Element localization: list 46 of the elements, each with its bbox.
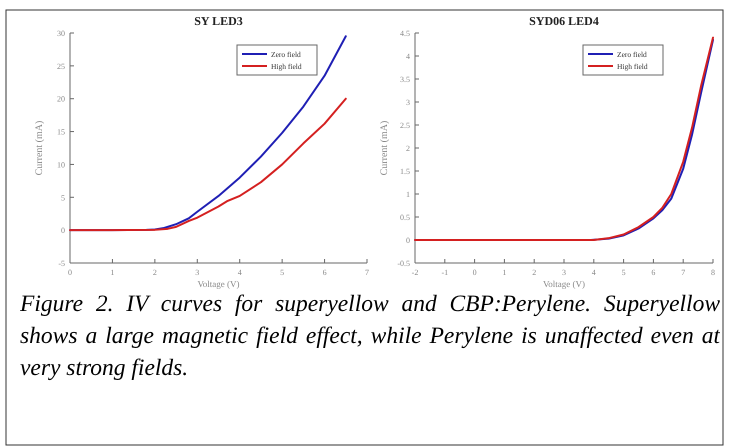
x-tick-label: 5 bbox=[280, 268, 284, 277]
x-axis-title: Voltage (V) bbox=[197, 279, 240, 289]
y-tick-label: 25 bbox=[57, 62, 65, 71]
chart-title: SYD06 LED4 bbox=[529, 14, 599, 28]
y-tick-label: 3 bbox=[406, 98, 410, 107]
y-tick-label: 10 bbox=[57, 160, 65, 170]
x-tick-label: 3 bbox=[195, 268, 200, 277]
y-tick-label: 0 bbox=[61, 226, 65, 236]
y-tick-label: 5 bbox=[61, 193, 65, 202]
x-tick-label: -1 bbox=[441, 268, 448, 277]
x-tick-label: 6 bbox=[322, 268, 327, 277]
x-tick-label: 4 bbox=[238, 268, 242, 277]
y-tick-label: 2.5 bbox=[400, 121, 410, 130]
y-tick-label: 1.5 bbox=[400, 167, 410, 176]
caption: Figure 2. IV curves for superyellow and CBP:Perylene. Superyellow shows a large magnetic field effect, while Perylene is unaffected even at very strong fields. bbox=[20, 290, 720, 383]
x-tick-label: 3 bbox=[562, 268, 566, 277]
y-tick-label: 0 bbox=[406, 236, 410, 245]
y-tick-label: -5 bbox=[58, 259, 65, 268]
x-tick-label: 7 bbox=[681, 268, 686, 277]
x-tick-label: 1 bbox=[110, 268, 114, 277]
y-tick-label: 4 bbox=[406, 52, 410, 61]
x-tick-label: 7 bbox=[365, 268, 369, 277]
y-tick-label: 4.5 bbox=[400, 29, 410, 38]
y-tick-label: 30 bbox=[57, 29, 65, 38]
x-tick-label: 0 bbox=[472, 268, 477, 277]
y-tick-label: 0.5 bbox=[400, 213, 410, 222]
chart-title: SY LED3 bbox=[194, 14, 243, 28]
y-tick-label: 2 bbox=[406, 144, 410, 153]
x-tick-label: 1 bbox=[502, 268, 506, 277]
x-tick-label: 0 bbox=[68, 268, 72, 277]
x-tick-label: 6 bbox=[651, 268, 656, 277]
x-tick-label: 5 bbox=[622, 268, 626, 277]
x-tick-label: 2 bbox=[532, 268, 536, 277]
y-tick-label: -0.5 bbox=[397, 259, 410, 268]
x-tick-label: 2 bbox=[152, 268, 157, 277]
y-tick-label: 1 bbox=[406, 190, 410, 199]
x-tick-label: -2 bbox=[412, 268, 418, 277]
y-tick-label: 15 bbox=[57, 128, 65, 137]
y-axis-title: Current (mA) bbox=[34, 120, 45, 176]
y-tick-label: 20 bbox=[57, 94, 65, 104]
y-tick-label: 3.5 bbox=[400, 75, 410, 84]
line-series bbox=[69, 98, 347, 232]
y-axis-title: Current (mA) bbox=[379, 120, 390, 176]
x-axis-title: Voltage (V) bbox=[542, 279, 586, 289]
x-tick-label: 4 bbox=[592, 268, 596, 277]
x-tick-label: 8 bbox=[711, 268, 715, 277]
